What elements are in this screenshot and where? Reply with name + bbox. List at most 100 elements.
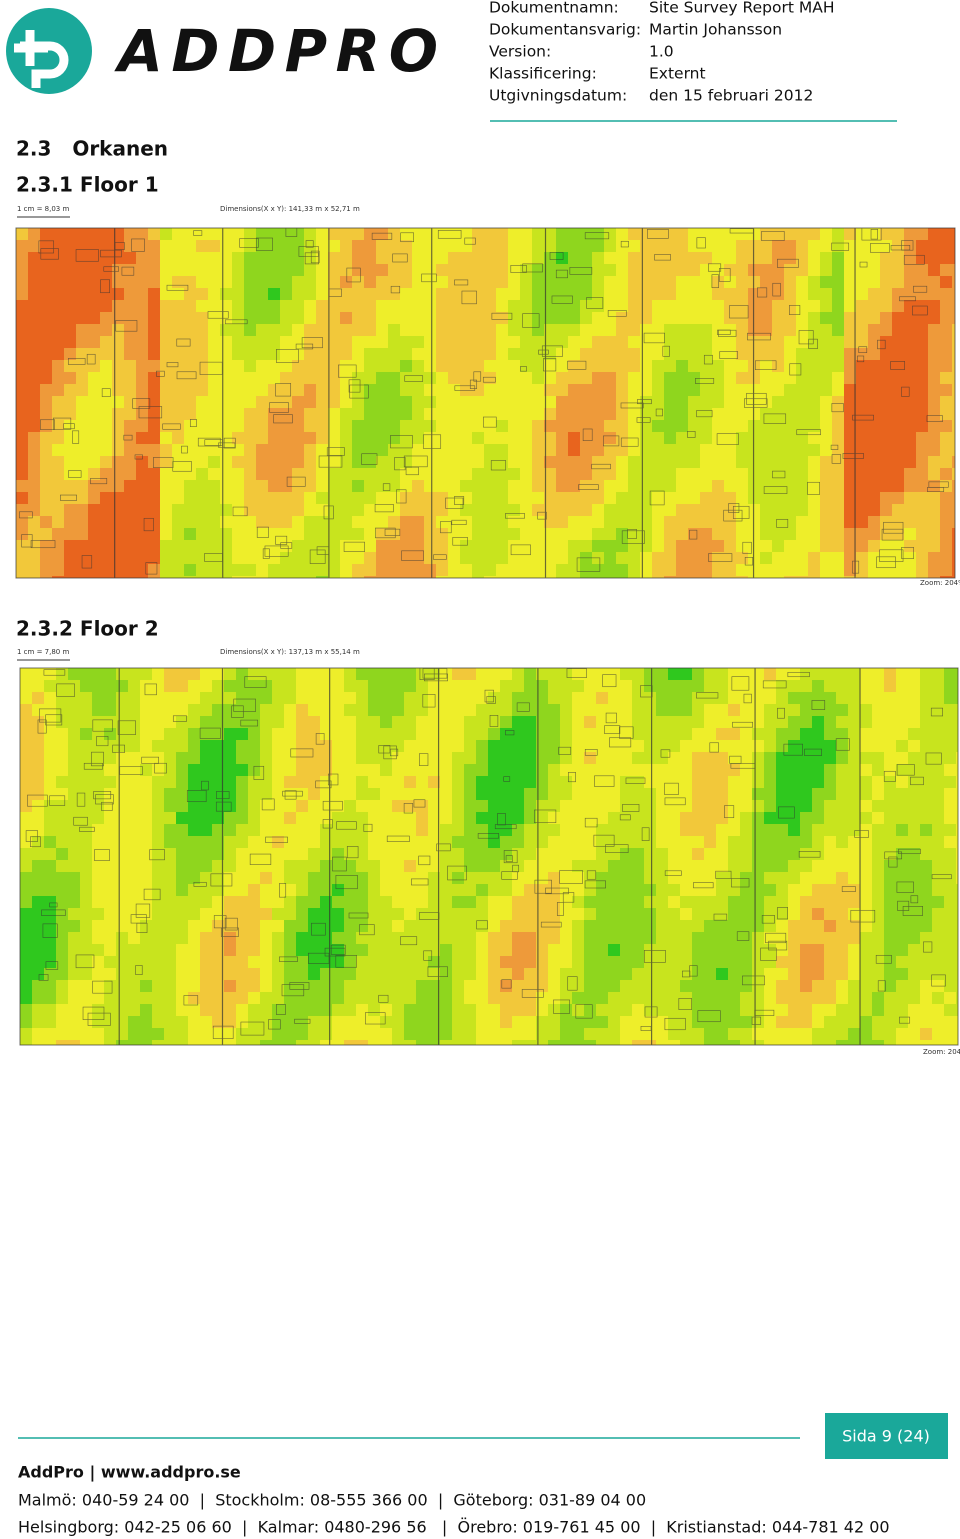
heat-cell <box>272 776 284 788</box>
heat-cell <box>772 384 784 396</box>
heat-cell <box>392 680 404 692</box>
plan-room <box>469 379 478 389</box>
heat-cell <box>508 444 520 456</box>
heat-cell <box>472 312 484 324</box>
heat-cell <box>392 788 404 800</box>
heat-cell <box>20 728 32 740</box>
heat-cell <box>464 956 476 968</box>
heat-cell <box>248 716 260 728</box>
heat-cell <box>448 420 460 432</box>
heat-cell <box>784 540 796 552</box>
heat-cell <box>472 276 484 288</box>
heat-cell <box>104 980 116 992</box>
heat-cell <box>824 752 836 764</box>
heat-cell <box>28 276 40 288</box>
heat-cell <box>668 692 680 704</box>
heat-cell <box>44 920 56 932</box>
heat-cell <box>824 920 836 932</box>
plan-room <box>285 227 298 237</box>
heat-cell <box>644 668 656 680</box>
heat-cell <box>104 872 116 884</box>
heat-cell <box>328 384 340 396</box>
heat-cell <box>64 264 76 276</box>
heat-cell <box>172 540 184 552</box>
heat-cell <box>724 408 736 420</box>
plan-room <box>696 410 713 418</box>
heat-cell <box>404 788 416 800</box>
heat-cell <box>424 420 436 432</box>
heat-cell <box>956 968 958 980</box>
heat-cell <box>508 492 520 504</box>
heat-cell <box>476 944 488 956</box>
heat-cell <box>476 956 488 968</box>
heat-cell <box>164 776 176 788</box>
heat-cell <box>232 504 244 516</box>
heat-cell <box>704 704 716 716</box>
heat-cell <box>656 932 668 944</box>
heat-cell <box>164 896 176 908</box>
heat-cell <box>920 1016 932 1028</box>
heat-cell <box>268 264 280 276</box>
heat-cell <box>440 1004 452 1016</box>
heat-cell <box>412 492 424 504</box>
heat-cell <box>644 680 656 692</box>
heat-cell <box>80 1016 92 1028</box>
heat-cell <box>868 264 880 276</box>
plan-room <box>199 361 223 375</box>
heat-cell <box>904 372 916 384</box>
heat-cell <box>344 668 356 680</box>
heat-cell <box>68 872 80 884</box>
heat-cell <box>440 968 452 980</box>
heat-cell <box>904 264 916 276</box>
heat-cell <box>460 372 472 384</box>
heat-cell <box>796 576 808 578</box>
heat-cell <box>124 240 136 252</box>
heat-cell <box>740 668 752 680</box>
heat-cell <box>364 312 376 324</box>
heat-cell <box>140 968 152 980</box>
heat-cell <box>148 540 160 552</box>
heat-cell <box>464 788 476 800</box>
heat-cell <box>28 408 40 420</box>
heat-cell <box>208 576 220 578</box>
heat-cell <box>148 300 160 312</box>
heat-cell <box>644 728 656 740</box>
heat-cell <box>652 528 664 540</box>
plan-room <box>744 557 754 566</box>
heat-cell <box>760 492 772 504</box>
heat-cell <box>88 312 100 324</box>
heat-cell <box>488 1004 500 1016</box>
heat-cell <box>188 680 200 692</box>
heat-cell <box>368 752 380 764</box>
heat-cell <box>436 432 448 444</box>
heat-cell <box>628 336 640 348</box>
heat-cell <box>652 552 664 564</box>
heat-cell <box>560 872 572 884</box>
heat-cell <box>256 228 268 240</box>
plan-room <box>510 265 527 273</box>
heat-cell <box>172 240 184 252</box>
heat-cell <box>676 420 688 432</box>
heat-cell <box>188 836 200 848</box>
heat-cell <box>176 992 188 1004</box>
heat-cell <box>356 668 368 680</box>
heat-cell <box>448 516 460 528</box>
heat-cell <box>640 276 652 288</box>
plan-room <box>747 332 771 341</box>
heat-cell <box>728 908 740 920</box>
heat-cell <box>484 336 496 348</box>
heat-cell <box>584 1016 596 1028</box>
heat-cell <box>448 228 460 240</box>
heat-cell <box>104 848 116 860</box>
heat-cell <box>704 812 716 824</box>
heat-cell <box>296 920 308 932</box>
heat-cell <box>272 968 284 980</box>
heat-cell <box>304 420 316 432</box>
heat-cell <box>356 800 368 812</box>
heat-cell <box>260 1004 272 1016</box>
heat-cell <box>484 324 496 336</box>
heat-cell <box>832 408 844 420</box>
heat-cell <box>368 788 380 800</box>
heat-cell <box>716 716 728 728</box>
plan-room <box>72 430 80 444</box>
